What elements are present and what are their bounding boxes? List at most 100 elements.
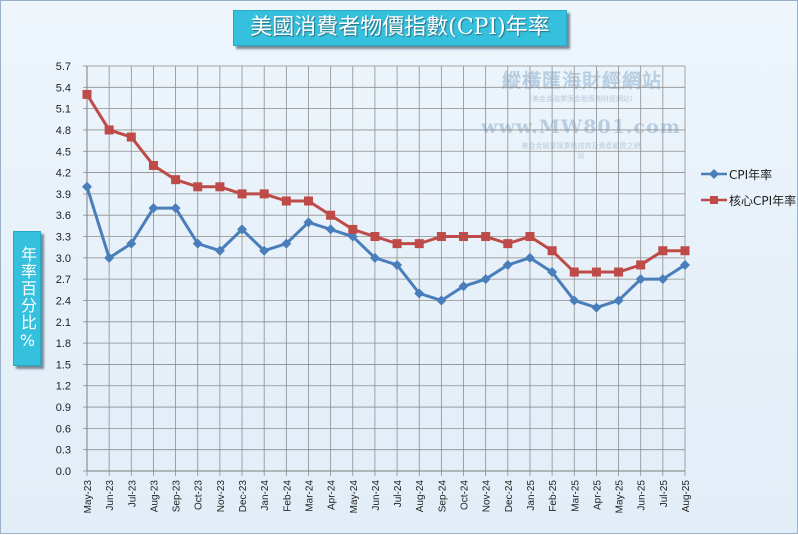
data-point-cpi <box>347 231 358 242</box>
series-line-core-cpi <box>85 93 685 274</box>
x-tick-label: Apr-25 <box>592 480 603 510</box>
data-point-cpi <box>657 274 668 285</box>
y-tick-label: 1.8 <box>56 338 71 350</box>
data-point-cpi <box>303 217 314 228</box>
data-point-cpi <box>680 259 690 270</box>
y-tick-label: 2.4 <box>56 295 71 307</box>
x-tick-label: Jun-23 <box>105 480 116 511</box>
data-point-cpi <box>148 203 159 214</box>
data-point-core-cpi <box>104 125 114 135</box>
x-tick-label: Sep-23 <box>172 480 183 513</box>
data-point-cpi <box>126 238 137 249</box>
data-point-cpi <box>214 245 225 256</box>
watermark-tagline-2: 美金金融業匯業務諮詢及資產顧問之網站 <box>521 142 641 160</box>
data-point-cpi <box>170 203 181 214</box>
data-point-core-cpi <box>503 239 513 249</box>
y-tick-label: 2.1 <box>56 317 71 329</box>
x-tick-label: Sep-24 <box>437 480 448 513</box>
x-tick-label: Jul-25 <box>659 480 670 508</box>
data-point-cpi <box>259 245 270 256</box>
y-tick-label: 5.4 <box>56 82 71 94</box>
x-tick-label: Mar-25 <box>570 480 581 512</box>
data-point-cpi <box>237 224 248 235</box>
data-point-core-cpi <box>348 224 358 234</box>
data-point-cpi <box>502 259 513 270</box>
x-tick-label: Jun-25 <box>637 480 648 511</box>
x-tick-label: May-25 <box>615 480 626 514</box>
x-tick-label: Jun-24 <box>371 480 382 511</box>
y-tick-label: 4.2 <box>56 168 71 180</box>
x-tick-label: Aug-25 <box>681 480 692 513</box>
data-point-core-cpi <box>547 246 557 256</box>
y-tick-label: 0.0 <box>56 466 71 478</box>
data-point-cpi <box>569 295 580 306</box>
data-point-cpi <box>392 259 403 270</box>
x-tick-label: Aug-23 <box>149 480 160 513</box>
data-point-core-cpi <box>481 232 491 242</box>
x-tick-label: Dec-24 <box>504 480 515 513</box>
data-point-cpi <box>591 302 602 313</box>
series-line-cpi <box>85 186 686 310</box>
data-point-cpi <box>613 295 624 306</box>
data-point-cpi <box>192 238 203 249</box>
data-point-core-cpi <box>237 189 247 199</box>
data-point-core-cpi <box>636 260 646 270</box>
x-tick-label: May-23 <box>83 480 94 514</box>
y-tick-label: 1.5 <box>56 359 71 371</box>
legend-item-cpi: CPI年率 <box>701 161 797 187</box>
data-point-core-cpi <box>392 239 402 249</box>
y-tick-label: 3.9 <box>56 189 71 201</box>
y-tick-label: 0.9 <box>56 402 71 414</box>
data-point-core-cpi <box>281 196 291 206</box>
legend: CPI年率 核心CPI年率 <box>701 161 797 213</box>
data-point-core-cpi <box>658 246 668 256</box>
data-point-core-cpi <box>414 239 424 249</box>
legend-swatch-core-cpi <box>701 196 727 204</box>
legend-item-core-cpi: 核心CPI年率 <box>701 187 797 213</box>
data-point-core-cpi <box>614 267 624 277</box>
data-point-core-cpi <box>193 182 203 192</box>
legend-label-cpi: CPI年率 <box>729 167 773 182</box>
data-point-core-cpi <box>259 189 269 199</box>
data-point-core-cpi <box>680 246 690 256</box>
data-point-cpi <box>436 295 447 306</box>
y-tick-label: 4.8 <box>56 125 71 137</box>
x-tick-label: Feb-24 <box>282 480 293 512</box>
x-tick-label: Nov-24 <box>482 480 493 513</box>
x-tick-label: Oct-23 <box>194 480 205 510</box>
data-point-core-cpi <box>569 267 579 277</box>
y-tick-label: 0.6 <box>56 423 71 435</box>
watermark-tagline: (美金金融業匯金股匯期財經網站) <box>529 95 633 103</box>
data-point-cpi <box>414 288 425 299</box>
legend-label-core-cpi: 核心CPI年率 <box>729 193 797 208</box>
data-point-cpi <box>82 181 92 192</box>
data-point-core-cpi <box>326 210 336 220</box>
data-point-core-cpi <box>525 232 535 242</box>
y-tick-label: 2.7 <box>56 274 71 286</box>
data-point-core-cpi <box>591 267 601 277</box>
x-tick-label: Nov-23 <box>216 480 227 513</box>
data-point-core-cpi <box>436 232 446 242</box>
y-axis-label: 年率百分比% <box>13 231 41 366</box>
data-point-cpi <box>480 274 491 285</box>
data-point-cpi <box>458 281 469 292</box>
x-tick-label: Jan-25 <box>526 480 537 511</box>
x-tick-label: Mar-24 <box>304 480 315 512</box>
x-tick-label: Aug-24 <box>415 480 426 513</box>
x-tick-label: Jul-23 <box>127 480 138 508</box>
y-tick-label: 3.3 <box>56 232 71 244</box>
watermark-site-name: 縱橫匯海財經網站 <box>501 70 662 92</box>
x-tick-label: Feb-25 <box>548 480 559 512</box>
data-point-cpi <box>547 267 558 278</box>
watermark-url: www.MW801.com <box>481 116 681 138</box>
chart-title: 美國消費者物價指數(CPI)年率 <box>233 10 567 46</box>
data-point-core-cpi <box>171 175 181 185</box>
data-point-cpi <box>524 252 535 263</box>
legend-swatch-cpi <box>701 169 727 179</box>
data-point-core-cpi <box>82 89 92 99</box>
x-tick-label: Oct-24 <box>460 480 471 510</box>
y-tick-label: 3.6 <box>56 210 71 222</box>
x-tick-label: Apr-24 <box>327 480 338 510</box>
y-tick-label: 5.7 <box>56 61 71 73</box>
